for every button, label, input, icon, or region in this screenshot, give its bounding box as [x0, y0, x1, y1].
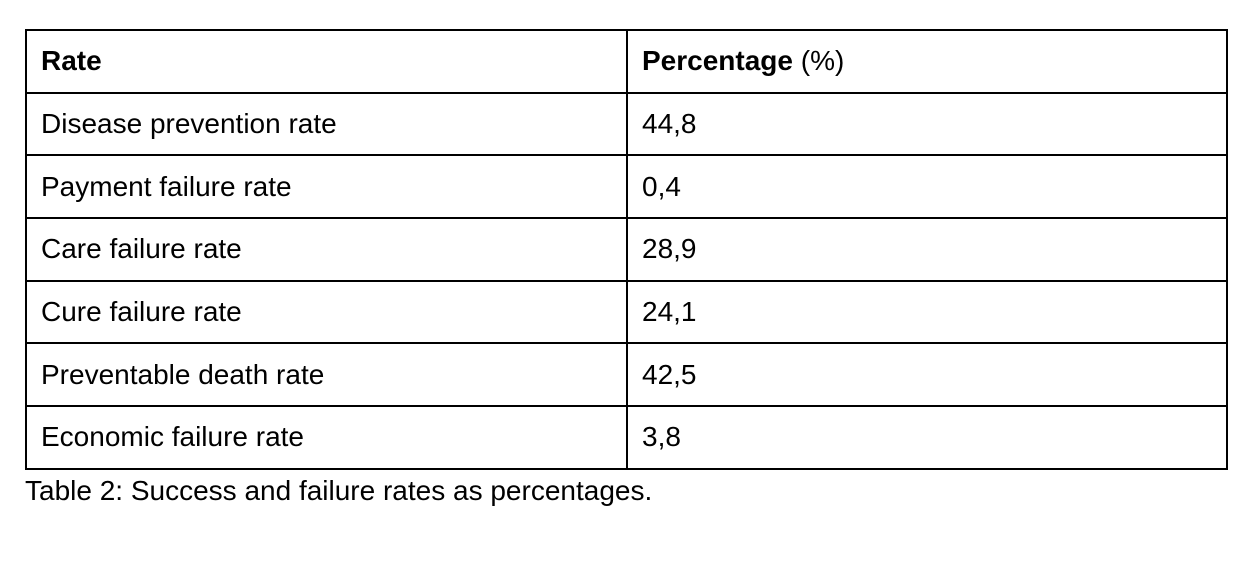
- table-row: Care failure rate 28,9: [25, 217, 1228, 282]
- rate-cell: Preventable death rate: [25, 342, 628, 408]
- header-rate-label: Rate: [41, 45, 102, 77]
- table-row: Disease prevention rate 44,8: [25, 91, 1228, 157]
- table-row: Economic failure rate 3,8: [25, 405, 1228, 470]
- table-row: Preventable death rate 42,5: [25, 342, 1228, 408]
- header-percentage: Percentage (%): [626, 29, 1228, 94]
- document: Rate Percentage (%) Disease prevention r…: [25, 29, 1228, 507]
- header-percentage-unit: (%): [800, 45, 845, 77]
- table-caption: Table 2: Success and failure rates as pe…: [25, 474, 653, 506]
- rate-cell: Care failure rate: [25, 217, 628, 282]
- table-row: Cure failure rate 24,1: [25, 279, 1228, 345]
- rate-cell: Disease prevention rate: [25, 91, 628, 157]
- header-percentage-label: Percentage: [642, 45, 793, 77]
- header-rate: Rate: [25, 29, 628, 94]
- percentage-cell: 28,9: [626, 217, 1228, 282]
- rate-cell: Economic failure rate: [25, 405, 628, 470]
- rates-table: Rate Percentage (%) Disease prevention r…: [25, 29, 1228, 470]
- table-row: Payment failure rate 0,4: [25, 154, 1228, 220]
- percentage-cell: 44,8: [626, 91, 1228, 157]
- percentage-cell: 24,1: [626, 279, 1228, 345]
- table-header-row: Rate Percentage (%): [25, 29, 1228, 94]
- percentage-cell: 0,4: [626, 154, 1228, 220]
- percentage-cell: 42,5: [626, 342, 1228, 408]
- rate-cell: Cure failure rate: [25, 279, 628, 345]
- percentage-cell: 3,8: [626, 405, 1228, 470]
- rate-cell: Payment failure rate: [25, 154, 628, 220]
